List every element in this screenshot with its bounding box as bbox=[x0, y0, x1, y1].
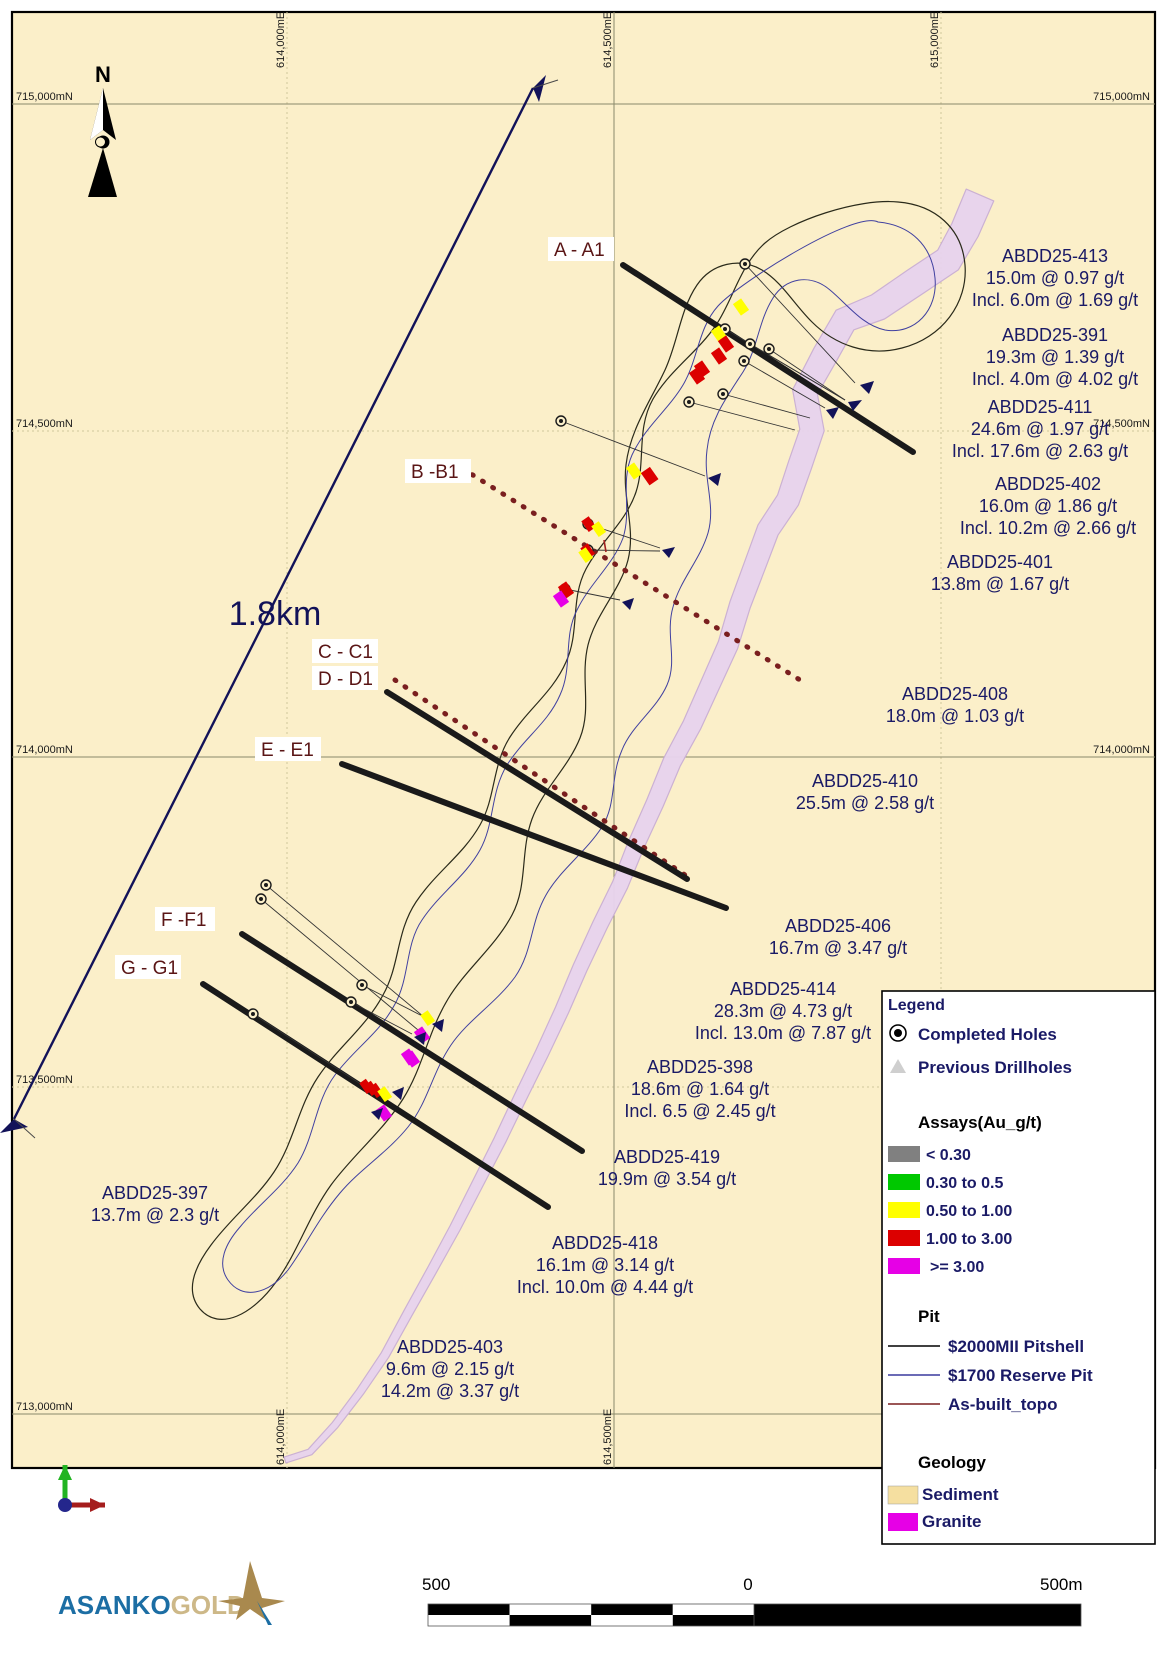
svg-text:500m: 500m bbox=[1040, 1575, 1083, 1594]
svg-text:500: 500 bbox=[422, 1575, 450, 1594]
svg-text:ASANKOGOLD: ASANKOGOLD bbox=[58, 1590, 246, 1620]
svg-text:0: 0 bbox=[743, 1575, 752, 1594]
